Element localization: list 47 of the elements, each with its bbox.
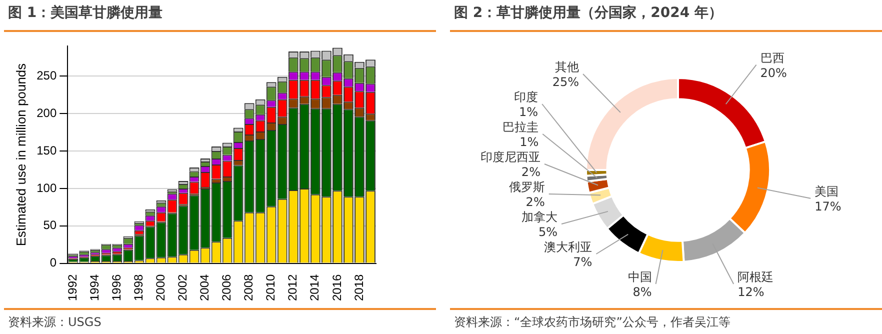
x-tick-label: 2016 <box>330 274 344 302</box>
y-tick-label: 100 <box>36 180 57 195</box>
data-label: 25% <box>552 75 580 90</box>
y-tick-label: 150 <box>36 143 57 158</box>
chart-title: 图 2：草甘膦使用量（分国家，2024 年） <box>454 4 722 22</box>
slice-label: 巴西 <box>760 50 784 65</box>
chart-title: 图 1：美国草甘膦使用量 <box>8 4 163 22</box>
data-label: 7% <box>573 255 592 270</box>
data-label: 1% <box>519 105 538 120</box>
data-label: 5% <box>538 225 558 240</box>
y-tick-label: 0 <box>50 256 57 270</box>
data-label: 1% <box>520 135 539 150</box>
x-tick-label: 2018 <box>352 274 366 302</box>
y-tick-label: 50 <box>43 218 57 232</box>
x-tick-label: 2002 <box>176 274 190 302</box>
y-axis-title: Estimated use in million pounds <box>13 62 28 246</box>
y-tick-label: 200 <box>36 106 57 120</box>
text: 资料来源：USGS <box>8 314 102 331</box>
data-label: 2% <box>526 195 545 210</box>
slice-label: 其他 <box>555 60 580 74</box>
data-label: 20% <box>760 66 787 80</box>
slice-label: 巴拉圭 <box>502 120 539 134</box>
slice-label: 美国 <box>814 184 839 198</box>
slice-label: 印度 <box>514 90 538 104</box>
data-label: 12% <box>738 285 764 300</box>
x-tick-label: 1998 <box>132 274 146 302</box>
x-tick-label: 2012 <box>286 274 300 302</box>
x-tick-label: 1994 <box>87 274 102 302</box>
data-label: 2% <box>521 165 540 180</box>
data-label: 17% <box>814 199 842 214</box>
y-tick-label: 250 <box>36 68 57 82</box>
slice-label: 阿根廷 <box>738 270 774 284</box>
text: 资料来源：“全球农药市场研究”公众号，作者吴江等 <box>454 314 730 331</box>
x-tick-label: 2004 <box>198 274 212 302</box>
slice-label: 印度尼西亚 <box>480 150 540 164</box>
slice-label: 俄罗斯 <box>508 180 545 194</box>
x-tick-label: 2010 <box>264 274 278 302</box>
x-tick-label: 2006 <box>220 274 234 302</box>
data-label: 8% <box>632 285 652 300</box>
x-tick-label: 2014 <box>308 274 322 302</box>
x-tick-label: 2008 <box>242 274 256 302</box>
slice-label: 澳大利亚 <box>544 240 592 254</box>
slice-label: 中国 <box>628 270 652 284</box>
x-tick-label: 1996 <box>109 274 124 302</box>
slice-label: 加拿大 <box>521 210 558 224</box>
x-tick-label: 1992 <box>65 274 80 302</box>
x-tick-label: 2000 <box>154 274 168 302</box>
